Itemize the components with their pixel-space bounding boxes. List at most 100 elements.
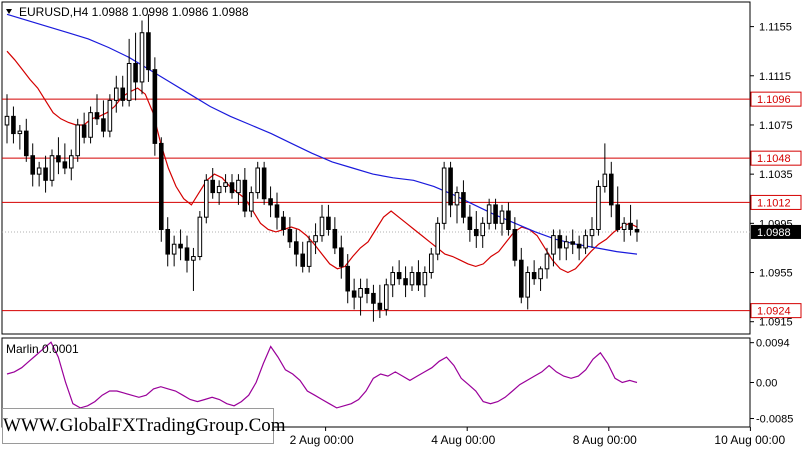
- y-tick-label: 1.1155: [759, 22, 792, 34]
- candle-body: [416, 272, 421, 286]
- level-price-box: [750, 91, 802, 107]
- y-tick-label: 1.1115: [759, 71, 791, 83]
- candle-body: [158, 142, 164, 230]
- candle-body: [551, 235, 556, 255]
- candle-body: [499, 210, 505, 224]
- candle-body: [506, 210, 511, 230]
- candle-body: [351, 290, 357, 298]
- candle-body: [544, 253, 550, 270]
- candle-body: [210, 179, 216, 194]
- candle-body: [326, 216, 331, 230]
- candle-body: [358, 288, 363, 298]
- candle-body: [563, 241, 569, 249]
- candle-body: [480, 222, 486, 237]
- x-tick-label: 10 Aug 00:00: [714, 433, 785, 447]
- candle-body: [409, 272, 415, 286]
- candle-body: [634, 228, 640, 233]
- ind-tick-label: -0.0085: [756, 414, 793, 426]
- candle-body: [621, 222, 627, 230]
- candle-body: [68, 155, 74, 169]
- candle-body: [583, 235, 588, 249]
- candle-body: [403, 278, 408, 286]
- watermark-banner: WWW.GlobalFXTradingGroup.Com: [2, 408, 286, 444]
- candle-body: [435, 222, 441, 255]
- slow-ma-line: [6, 13, 638, 255]
- level-price-box: [750, 150, 802, 166]
- candle-body: [364, 288, 370, 294]
- candle-body: [274, 204, 280, 218]
- candle-body: [377, 302, 383, 310]
- candle-body: [287, 228, 293, 243]
- candle-body: [11, 115, 16, 135]
- candle-body: [43, 167, 48, 181]
- collapse-triangle-icon: [6, 9, 12, 14]
- candle-body: [36, 167, 42, 175]
- candle-body: [248, 192, 254, 212]
- candle-body: [255, 167, 261, 194]
- candle-body: [216, 185, 222, 194]
- candle-body: [56, 155, 61, 163]
- candle-body: [30, 155, 36, 175]
- candle-body: [17, 130, 23, 135]
- candle-body: [319, 216, 325, 237]
- candle-body: [493, 204, 498, 224]
- candle-body: [461, 192, 466, 218]
- level-price-label: 1.1048: [757, 153, 791, 165]
- candle-body: [81, 124, 87, 138]
- level-price-label: 1.0924: [757, 306, 791, 318]
- candle-body: [441, 167, 447, 224]
- candle-body: [428, 253, 434, 274]
- level-price-label: 1.1012: [757, 197, 791, 209]
- candle-body: [197, 216, 203, 258]
- candle-body: [268, 198, 273, 206]
- candle-body: [300, 253, 306, 267]
- candle-body: [223, 182, 228, 187]
- candle-body: [306, 241, 312, 267]
- candle-body: [589, 228, 595, 237]
- x-tick-label: 8 Aug 00:00: [573, 433, 637, 447]
- candle-body: [454, 192, 460, 206]
- candle-body: [608, 173, 614, 206]
- candle-body: [94, 112, 100, 120]
- candle-body: [184, 247, 190, 261]
- current-price-box: [751, 224, 801, 239]
- candle-body: [473, 228, 479, 237]
- candle-body: [261, 167, 267, 200]
- candle-body: [203, 179, 209, 218]
- y-tick-label: 1.0915: [759, 317, 793, 329]
- candle-body: [191, 256, 196, 261]
- candle-body: [576, 243, 582, 249]
- candle-body: [139, 32, 145, 83]
- candle-body: [113, 87, 119, 101]
- candle-body: [396, 272, 402, 280]
- y-tick-label: 1.1035: [759, 169, 793, 181]
- candle-body: [345, 265, 351, 292]
- candle-body: [596, 185, 601, 230]
- y-tick-label: 1.0995: [759, 218, 793, 230]
- indicator-label: Marlin 0.0001: [6, 342, 79, 356]
- candle-body: [88, 112, 93, 138]
- candle-body: [229, 182, 235, 194]
- candle-body: [126, 62, 132, 101]
- candle-body: [313, 235, 318, 243]
- candle-body: [171, 243, 177, 255]
- candle-body: [422, 272, 428, 286]
- candle-body: [512, 228, 518, 261]
- candle-body: [538, 268, 543, 280]
- level-price-box: [750, 303, 802, 319]
- candle-body: [236, 179, 241, 194]
- candle-body: [133, 62, 138, 83]
- marlin-indicator-line: [6, 341, 638, 409]
- candle-body: [75, 124, 81, 157]
- candle-body: [23, 130, 29, 157]
- candle-body: [120, 87, 126, 101]
- candle-body: [615, 204, 621, 230]
- candle-body: [486, 204, 492, 224]
- candle-body: [332, 228, 338, 249]
- candle-body: [467, 216, 473, 230]
- candle-body: [557, 235, 563, 249]
- candle-body: [602, 173, 608, 187]
- candle-body: [49, 155, 55, 181]
